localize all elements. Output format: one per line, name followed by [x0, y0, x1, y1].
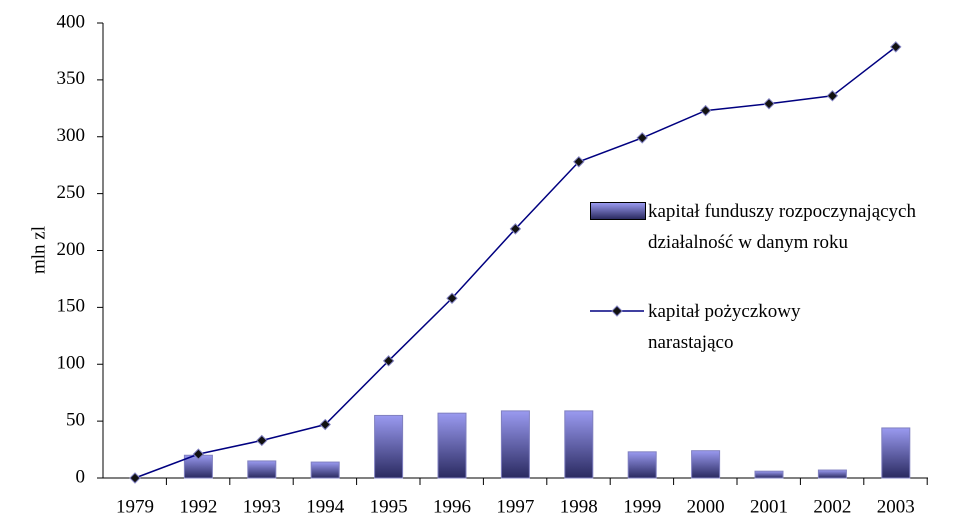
legend-label: kapitał pożyczkowy narastająco: [648, 301, 801, 353]
bar: [754, 470, 784, 479]
y-tick-label: 150: [57, 296, 86, 317]
bar: [374, 414, 404, 479]
marker: [192, 448, 205, 460]
marker: [573, 156, 585, 168]
x-tick-label: 1996: [433, 496, 471, 517]
bar: [310, 461, 340, 479]
legend-label: kapitał funduszy rozpoczynających działa…: [648, 201, 916, 253]
bar: [564, 410, 594, 479]
x-tick-label: 2002: [813, 496, 851, 517]
marker: [319, 418, 331, 431]
x-tick-label: 1992: [179, 496, 217, 517]
marker: [699, 104, 712, 117]
bar: [817, 469, 847, 479]
x-tick-label: 2001: [750, 496, 788, 517]
marker: [763, 98, 775, 110]
bar: [500, 410, 530, 479]
bar: [691, 450, 721, 479]
marker: [890, 41, 902, 53]
x-tick-label: 2000: [687, 496, 725, 517]
x-tick-label: 1997: [496, 496, 534, 517]
bar: [437, 412, 467, 479]
bar: [627, 451, 657, 479]
y-tick-label: 0: [76, 466, 86, 487]
y-axis-label: mln zl: [28, 226, 49, 274]
legend-swatch-bar: [590, 202, 646, 220]
x-tick-label: 1999: [623, 496, 661, 517]
bar: [247, 460, 277, 479]
marker: [256, 434, 268, 447]
x-tick-label: 2003: [877, 496, 915, 517]
marker: [636, 132, 648, 144]
y-tick-label: 200: [57, 239, 86, 260]
y-tick-label: 250: [57, 182, 86, 203]
y-tick-label: 100: [57, 353, 86, 374]
y-tick-label: 50: [66, 409, 85, 430]
marker: [129, 472, 141, 484]
x-tick-label: 1994: [306, 496, 345, 517]
x-tick-label: 1995: [370, 496, 408, 517]
y-tick-label: 400: [57, 11, 86, 32]
marker: [509, 223, 522, 235]
x-tick-label: 1998: [560, 496, 598, 517]
legend-swatch-line: [590, 305, 644, 317]
y-tick-label: 300: [57, 125, 86, 146]
marker: [826, 90, 839, 102]
x-tick-label: 1993: [243, 496, 281, 517]
bar: [881, 427, 911, 479]
y-tick-label: 350: [57, 68, 86, 89]
marker: [446, 292, 458, 304]
x-tick-label: 1979: [116, 496, 154, 517]
marker: [382, 355, 395, 367]
